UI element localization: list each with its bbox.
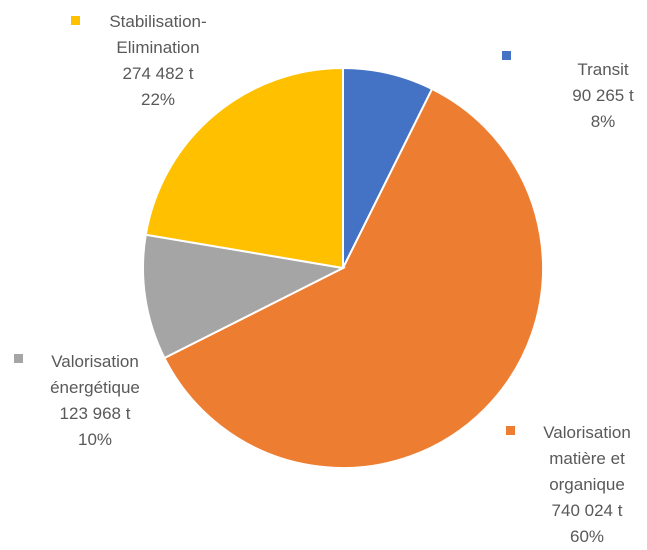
percent-label: 60% — [569, 527, 605, 546]
value-label: 90 265 t — [572, 86, 634, 105]
page: {"chart_data": {"type": "pie", "categori… — [14, 9, 647, 546]
data-label: Transit 90 265 t 8% — [538, 57, 647, 135]
category-label: Transit — [577, 60, 629, 79]
percent-label: 22% — [140, 90, 176, 109]
legend-marker — [506, 426, 515, 435]
value-label: 274 482 t — [122, 64, 194, 83]
chart — [142, 66, 544, 469]
data-label: Stabilisation-Elimination 274 482 t 22% — [93, 9, 223, 113]
legend-marker — [502, 51, 511, 60]
category-label: Valorisation matière et organique — [543, 423, 631, 494]
value-label: 740 024 t — [551, 501, 623, 520]
data-label: Valorisation énergétique 123 968 t 10% — [30, 349, 160, 453]
data-label: Valorisation matière et organique 740 024… — [532, 420, 642, 550]
legend-marker — [71, 16, 80, 25]
percent-label: 10% — [77, 430, 113, 449]
pie-slice — [163, 87, 544, 469]
category-label: Stabilisation-Elimination — [109, 12, 207, 57]
legend-marker — [14, 354, 23, 363]
percent-label: 8% — [590, 112, 616, 131]
pie-slice — [144, 66, 344, 270]
category-label: Valorisation énergétique — [50, 352, 140, 397]
value-label: 123 968 t — [59, 404, 131, 423]
pie-slice — [142, 233, 347, 360]
